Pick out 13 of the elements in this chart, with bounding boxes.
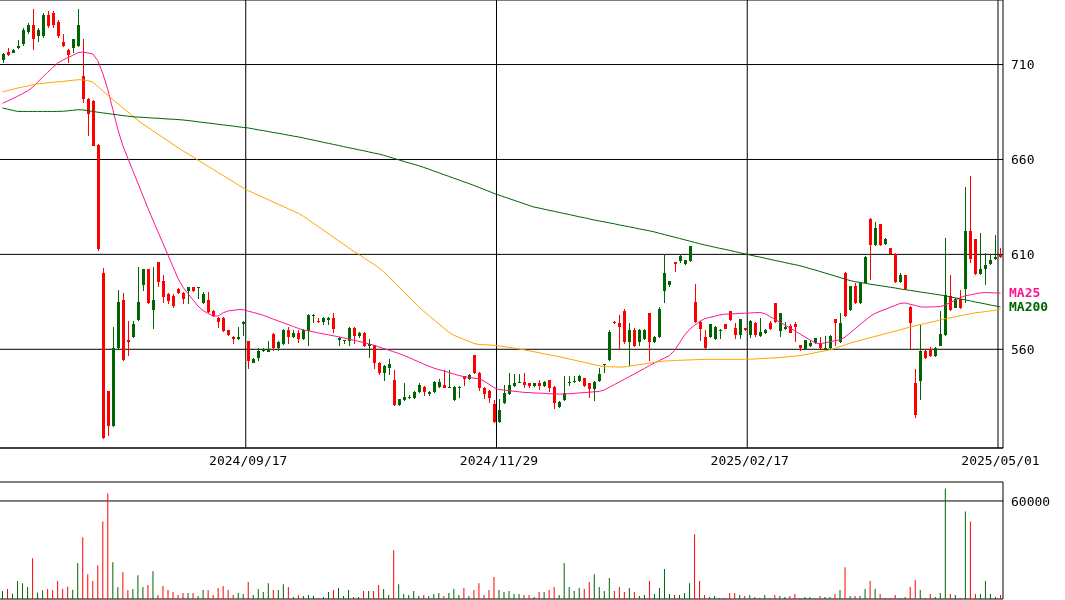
candlestick [719, 329, 722, 339]
x-tick-label: 2024/09/17 [209, 453, 288, 469]
candlestick [458, 386, 461, 398]
candlestick [568, 375, 571, 386]
y-tick-label: 660 [1011, 152, 1035, 168]
x-tick-label: 2024/11/29 [459, 453, 539, 469]
x-tick-label: 2025/05/01 [961, 453, 1040, 469]
y-tick-label: 560 [1011, 341, 1035, 357]
x-tick-label: 2025/02/17 [710, 453, 789, 469]
y-tick-label: 60000 [1011, 493, 1051, 509]
y-tick-label: 710 [1011, 57, 1035, 73]
y-tick-label: 610 [1011, 246, 1035, 262]
candlestick [127, 321, 130, 356]
